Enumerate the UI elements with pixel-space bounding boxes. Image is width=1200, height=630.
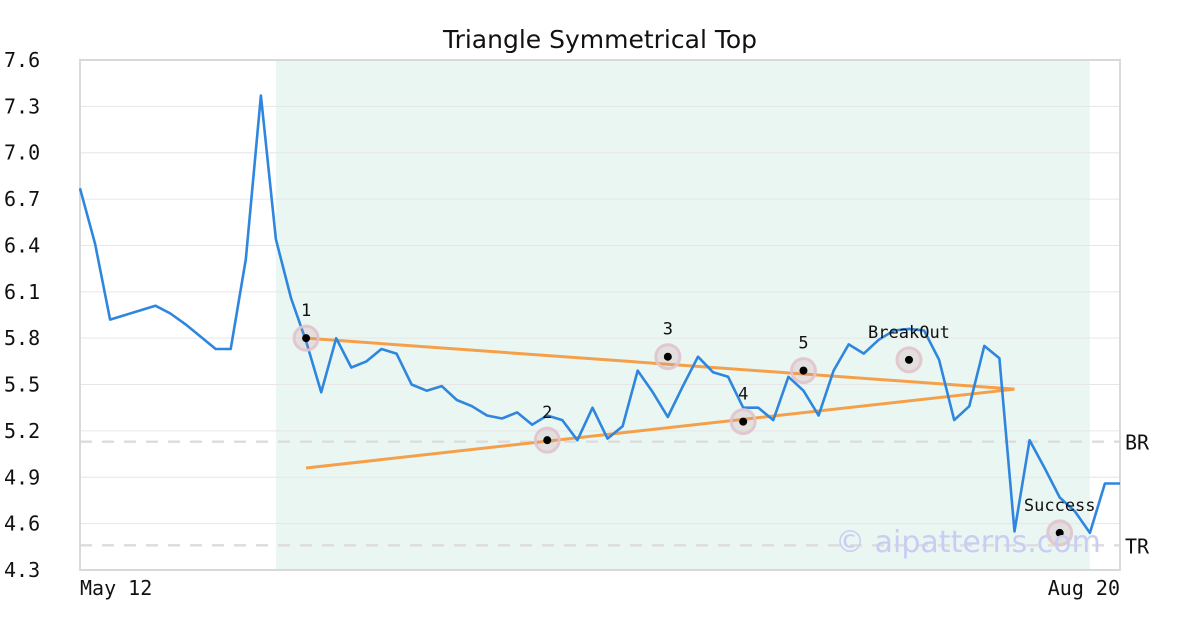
pattern-point-marker (663, 352, 672, 361)
y-tick-label: 7.3 (4, 94, 40, 118)
y-tick-label: 4.9 (4, 465, 40, 489)
y-tick-label: 4.6 (4, 512, 40, 536)
trendlines (305, 336, 1015, 470)
y-tick-label: 4.3 (4, 558, 40, 582)
level-label: BR (1125, 431, 1150, 455)
x-axis-tick-labels: May 12 Aug 20 (80, 576, 1120, 600)
watermark: © aipatterns.com (835, 525, 1101, 560)
pattern-point-marker (1055, 528, 1064, 537)
pattern-point-marker (799, 366, 808, 375)
y-tick-label: 5.8 (4, 326, 40, 350)
grid-lines (80, 105, 1120, 525)
trendline (305, 387, 1015, 470)
pattern-points: 1 2 3 4 5 BreakOut Success (292, 301, 1096, 547)
chart-title: Triangle Symmetrical Top (442, 25, 757, 54)
y-axis-tick-labels: 7.6 7.3 7.0 6.7 6.4 6.1 5.8 5.5 5.2 4.9 4.6 4.3 (4, 48, 40, 582)
x-tick-label: May 12 (80, 576, 152, 600)
pattern-point-marker (904, 355, 913, 364)
pattern-point-label: 3 (663, 320, 673, 340)
pattern-point-label: BreakOut (868, 323, 950, 343)
y-tick-label: 7.0 (4, 141, 40, 165)
pattern-point-label: Success (1024, 496, 1096, 516)
pattern-point-marker (739, 417, 748, 426)
level-label: TR (1125, 534, 1150, 558)
plot-frame (79, 59, 1121, 571)
pattern-point-marker (543, 436, 552, 445)
pattern-range-background (275, 60, 1090, 570)
pattern-point-label: 5 (798, 334, 808, 354)
pattern-point-label: 2 (542, 403, 552, 423)
y-tick-label: 6.4 (4, 233, 40, 257)
pattern-point-label: 1 (301, 301, 311, 321)
price-line (78, 94, 1120, 535)
y-tick-label: 6.7 (4, 187, 40, 211)
y-tick-label: 5.2 (4, 419, 40, 443)
trendline (305, 336, 1015, 391)
y-tick-label: 7.6 (4, 48, 40, 72)
x-tick-label: Aug 20 (1048, 576, 1120, 600)
level-lines: BR TR (80, 431, 1150, 558)
pattern-point-label: 4 (738, 385, 748, 405)
pattern-point-marker (302, 334, 311, 343)
y-tick-label: 6.1 (4, 280, 40, 304)
y-tick-label: 5.5 (4, 373, 40, 397)
